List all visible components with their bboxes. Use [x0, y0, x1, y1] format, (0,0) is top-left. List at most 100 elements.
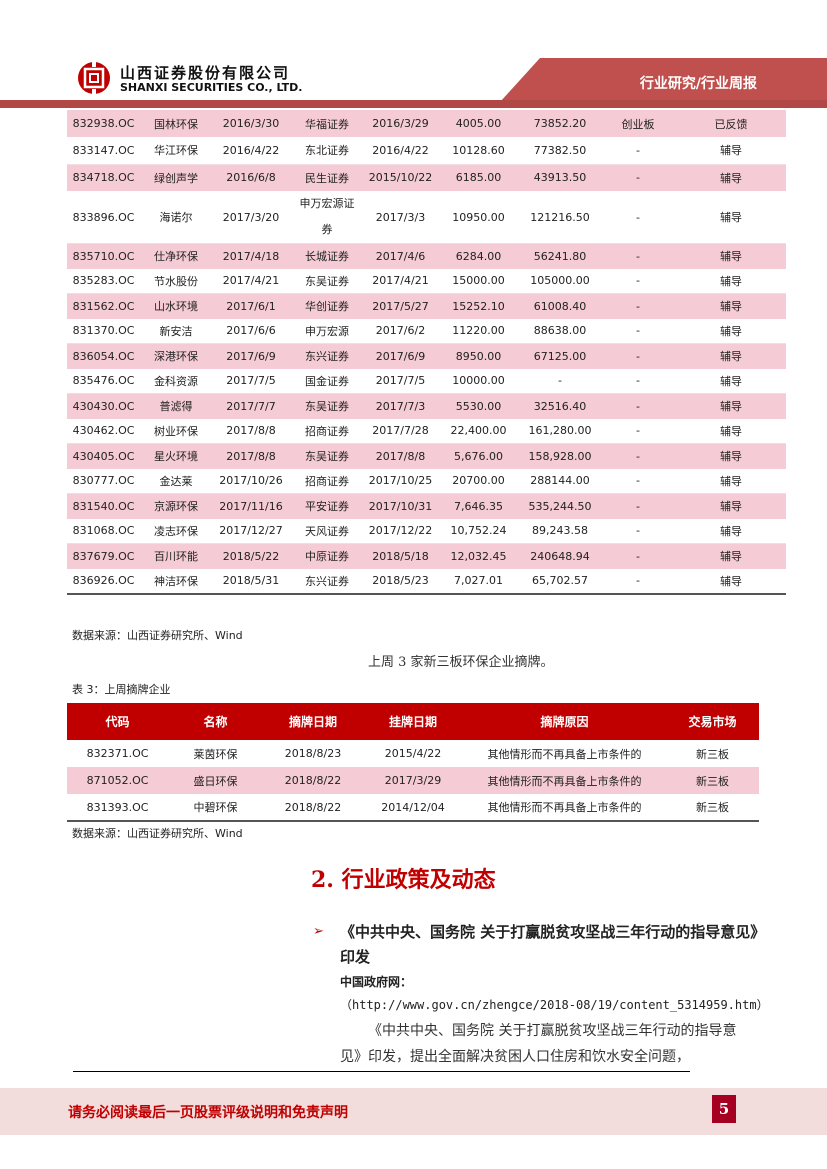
table-row: 835476.OC 金科资源 2017/7/5 国金证券 2017/7/5 10000.0… — [67, 368, 786, 394]
table-row: 831393.OC 中碧环保 2018/8/22 2014/12/04 其他情形而不再具… — [67, 794, 759, 821]
table-cell: 2017/7/3 — [364, 393, 437, 419]
table-cell: 绿创声学 — [140, 164, 212, 191]
table-cell: 11220.00 — [437, 318, 520, 344]
table-cell: 东兴证券 — [290, 343, 364, 369]
table-cell: 430405.OC — [67, 443, 140, 469]
table-row: 831068.OC 凌志环保 2017/12/27 天风证券 2017/12/22 10,… — [67, 518, 786, 544]
table-cell: 2017/6/6 — [212, 318, 290, 344]
table-cell: 288144.00 — [520, 468, 600, 494]
table-cell: 2017/7/28 — [364, 418, 437, 444]
column-header: 交易市场 — [666, 703, 759, 740]
table-cell: 海诺尔 — [140, 191, 212, 244]
table-cell: 2017/3/20 — [212, 191, 290, 244]
table-cell: 辅导 — [676, 318, 786, 344]
table-cell: 430430.OC — [67, 393, 140, 419]
table-cell: 辅导 — [676, 493, 786, 519]
table-cell: 神洁环保 — [140, 568, 212, 594]
table-cell: 辅导 — [676, 468, 786, 494]
table-row: 833147.OC 华江环保 2016/4/22 东北证券 2016/4/22 10128… — [67, 137, 786, 165]
table-cell: 中碧环保 — [193, 801, 238, 814]
table-cell: 辅导 — [676, 268, 786, 294]
table-cell: 莱茵环保 — [193, 747, 238, 761]
table-cell: 新三板 — [696, 801, 729, 814]
table-cell: 5530.00 — [437, 393, 520, 419]
table-cell: 2017/4/21 — [364, 268, 437, 294]
header-band — [500, 58, 827, 102]
table-cell: 2017/10/26 — [212, 468, 290, 494]
table-cell: 2017/12/27 — [212, 518, 290, 544]
table-cell: 华福证券 — [290, 110, 364, 137]
table-cell: 89,243.58 — [520, 518, 600, 544]
table-cell: 2018/8/23 — [284, 747, 342, 760]
table-cell: 240648.94 — [520, 543, 600, 569]
table-cell: 105000.00 — [520, 268, 600, 294]
table-row: 871052.OC 盛日环保 2018/8/22 2017/3/29 其他情形而不再具备… — [67, 767, 759, 794]
table-cell: 其他情形而不再具备上市条件的 — [487, 801, 642, 814]
table-cell: 2017/4/21 — [212, 268, 290, 294]
news-paragraph: 《中共中央、国务院 关于打赢脱贫攻坚战三年行动的指导意见》印发，提出全面解决贫困… — [340, 1023, 737, 1065]
table-cell: 43913.50 — [520, 164, 600, 191]
table-cell: 2017/6/9 — [364, 343, 437, 369]
column-header: 名称 — [168, 703, 263, 740]
news-title: 《中共中央、国务院 关于打赢脱贫攻坚战三年行动的指导意见》印发 — [340, 923, 758, 966]
table-cell: - — [600, 393, 676, 419]
table-cell: 2016/4/22 — [364, 137, 437, 165]
table-cell: 835283.OC — [67, 268, 140, 294]
summary-text: 上周 3 家新三板环保企业摘牌。 — [368, 655, 554, 670]
table-cell: 2017/3/29 — [363, 767, 463, 794]
table-cell: 2017/8/8 — [212, 443, 290, 469]
table-cell: 831393.OC — [86, 800, 149, 814]
table-cell: 835710.OC — [67, 243, 140, 269]
table-cell: 831068.OC — [67, 518, 140, 544]
table-cell: 2018/5/31 — [212, 568, 290, 594]
table-cell: 2017/7/5 — [212, 368, 290, 394]
table-cell: 新安洁 — [140, 318, 212, 344]
company-logo-icon — [78, 61, 110, 95]
table-cell: 15000.00 — [437, 268, 520, 294]
table-cell: 东北证券 — [290, 137, 364, 165]
table-cell: 辅导 — [676, 243, 786, 269]
table-cell: 535,244.50 — [520, 493, 600, 519]
table-cell: 6185.00 — [437, 164, 520, 191]
table-cell: 深港环保 — [140, 343, 212, 369]
table-cell: 56241.80 — [520, 243, 600, 269]
table-cell: 88638.00 — [520, 318, 600, 344]
table-cell: 832371.OC — [86, 747, 149, 760]
table-row: 831540.OC 京源环保 2017/11/16 平安证券 2017/10/31 7,6… — [67, 493, 786, 519]
table-cell: 7,027.01 — [437, 568, 520, 594]
company-name-cn: 山西证券股份有限公司 — [120, 64, 291, 82]
table-cell: 835476.OC — [67, 368, 140, 394]
table-row: 831562.OC 山水环境 2017/6/1 华创证券 2017/5/27 15252.… — [67, 293, 786, 319]
table-cell: 61008.40 — [520, 293, 600, 319]
table-row: 430430.OC 普滤得 2017/7/7 东吴证券 2017/7/3 5530.00 3… — [67, 393, 786, 419]
table-cell: 辅导 — [676, 191, 786, 244]
table-cell: 金科资源 — [140, 368, 212, 394]
table-cell: 新三板 — [666, 767, 759, 794]
table-cell: 辅导 — [676, 164, 786, 191]
table-cell: - — [600, 137, 676, 165]
table-cell: 831562.OC — [67, 293, 140, 319]
table-cell: 2017/6/9 — [212, 343, 290, 369]
table-cell: 32516.40 — [520, 393, 600, 419]
table-cell: 4005.00 — [437, 110, 520, 137]
report-section: 行业研究/行业周报 — [639, 76, 757, 92]
table-cell: 招商证券 — [290, 418, 364, 444]
table-cell: 辅导 — [676, 418, 786, 444]
table-cell: 20700.00 — [437, 468, 520, 494]
header-divider — [0, 100, 827, 108]
table-cell: 天风证券 — [290, 518, 364, 544]
table-cell: 2016/4/22 — [212, 137, 290, 165]
table-row: 830777.OC 金达莱 2017/10/26 招商证券 2017/10/25 2070… — [67, 468, 786, 494]
table-cell: 金达莱 — [140, 468, 212, 494]
table-cell: 辅导 — [676, 443, 786, 469]
table-cell: - — [520, 368, 600, 394]
table-cell: 830777.OC — [67, 468, 140, 494]
table-cell: 平安证券 — [290, 493, 364, 519]
table-cell: 6284.00 — [437, 243, 520, 269]
ipo-table: 832938.OC 国林环保 2016/3/30 华福证券 2016/3/29 4005.… — [67, 110, 786, 595]
news-url[interactable]: （http://www.gov.cn/zhengce/2018-08/19/co… — [340, 998, 769, 1012]
table-cell: 星火环境 — [140, 443, 212, 469]
table-cell: - — [600, 243, 676, 269]
table-cell: 15252.10 — [437, 293, 520, 319]
table-cell: 京源环保 — [140, 493, 212, 519]
